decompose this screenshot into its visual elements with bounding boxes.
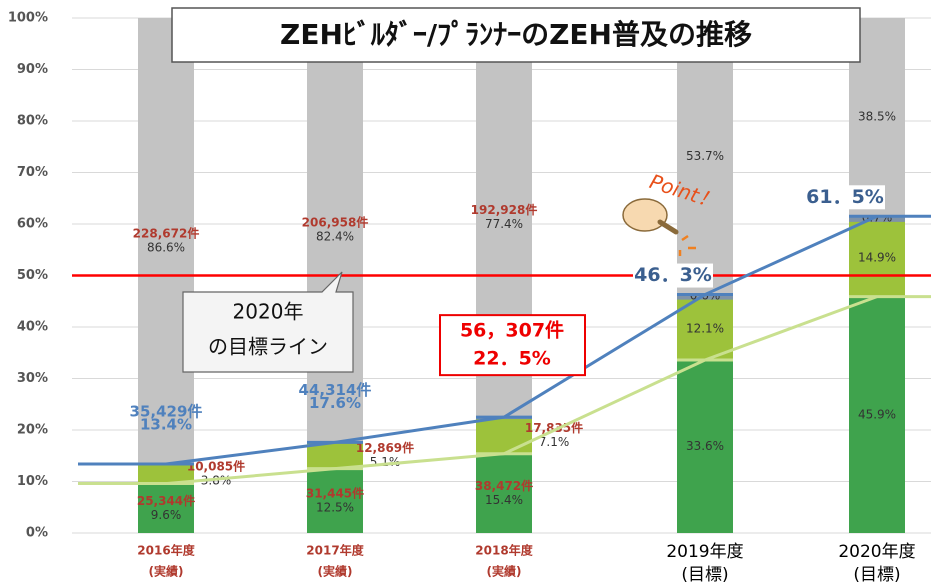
count-label: 192,928件 [471,202,538,217]
x-tick-label: 2016年度 [137,543,195,558]
y-tick-label: 40% [17,320,48,335]
y-tick-label: 20% [17,423,48,438]
y-tick-label: 90% [17,62,48,77]
data-layer: 25,344件9.6%10,085件3.8%228,672件86.6%31,44… [72,18,931,533]
y-tick-label: 100% [8,11,48,26]
x-tick-sublabel: (目標) [853,565,900,585]
y-tick-label: 80% [17,114,48,129]
value-label: 14.9% [858,251,896,265]
line-count-label: 56，307件 [460,319,564,342]
value-label: 38.5% [858,110,896,124]
y-tick-label: 50% [17,268,48,283]
count-label: 228,672件 [133,225,200,240]
x-tick-sublabel: (実績) [149,564,184,579]
annotation-line: の目標ライン [208,335,328,359]
count-label: 38,472件 [475,478,533,493]
hand-shape [623,199,667,231]
value-label: 12.1% [686,321,724,335]
value-label: 7.1% [539,435,570,449]
line-value-label: 17.6% [309,394,361,412]
value-label: 77.4% [485,217,523,231]
y-tick-label: 0% [26,526,48,541]
value-label: 53.7% [686,149,724,163]
line-value-label: 61．5% [806,186,884,208]
x-tick-label: 2019年度 [666,542,743,562]
line-value-label: 22．5% [473,348,551,370]
value-label: 12.5% [316,500,354,514]
line-value-label: 46．3% [634,264,712,286]
y-tick-label: 60% [17,217,48,232]
x-tick-sublabel: (目標) [681,565,728,585]
count-label: 25,344件 [137,493,195,508]
value-label: 45.9% [858,407,896,421]
count-label: 12,869件 [356,440,414,455]
value-label: 15.4% [485,493,523,507]
y-tick-label: 70% [17,165,48,180]
x-tick-label: 2018年度 [475,543,533,558]
x-tick-label: 2017年度 [306,543,364,558]
annotation-line: 2020年 [233,300,304,324]
x-tick-sublabel: (実績) [318,564,353,579]
y-tick-label: 30% [17,371,48,386]
value-label: 82.4% [316,230,354,244]
x-tick-sublabel: (実績) [487,564,522,579]
count-label: 206,958件 [302,215,369,230]
chart-title: ZEHﾋﾞﾙﾀﾞｰ/ﾌﾟﾗﾝﾅｰのZEH普及の推移 [280,18,752,51]
value-label: 86.6% [147,240,185,254]
x-tick-label: 2020年度 [838,542,915,562]
count-label: 31,445件 [306,485,364,500]
bar-segment [476,417,532,454]
chart: 0% 10% 20% 30% 40% 50% 60% 70% 80% 90% 100% 2016年度 (… [0,0,931,587]
line-value-label: 13.4% [140,415,192,433]
value-label: 9.6% [151,508,182,522]
y-tick-label: 10% [17,474,48,489]
value-label: 33.6% [686,439,724,453]
